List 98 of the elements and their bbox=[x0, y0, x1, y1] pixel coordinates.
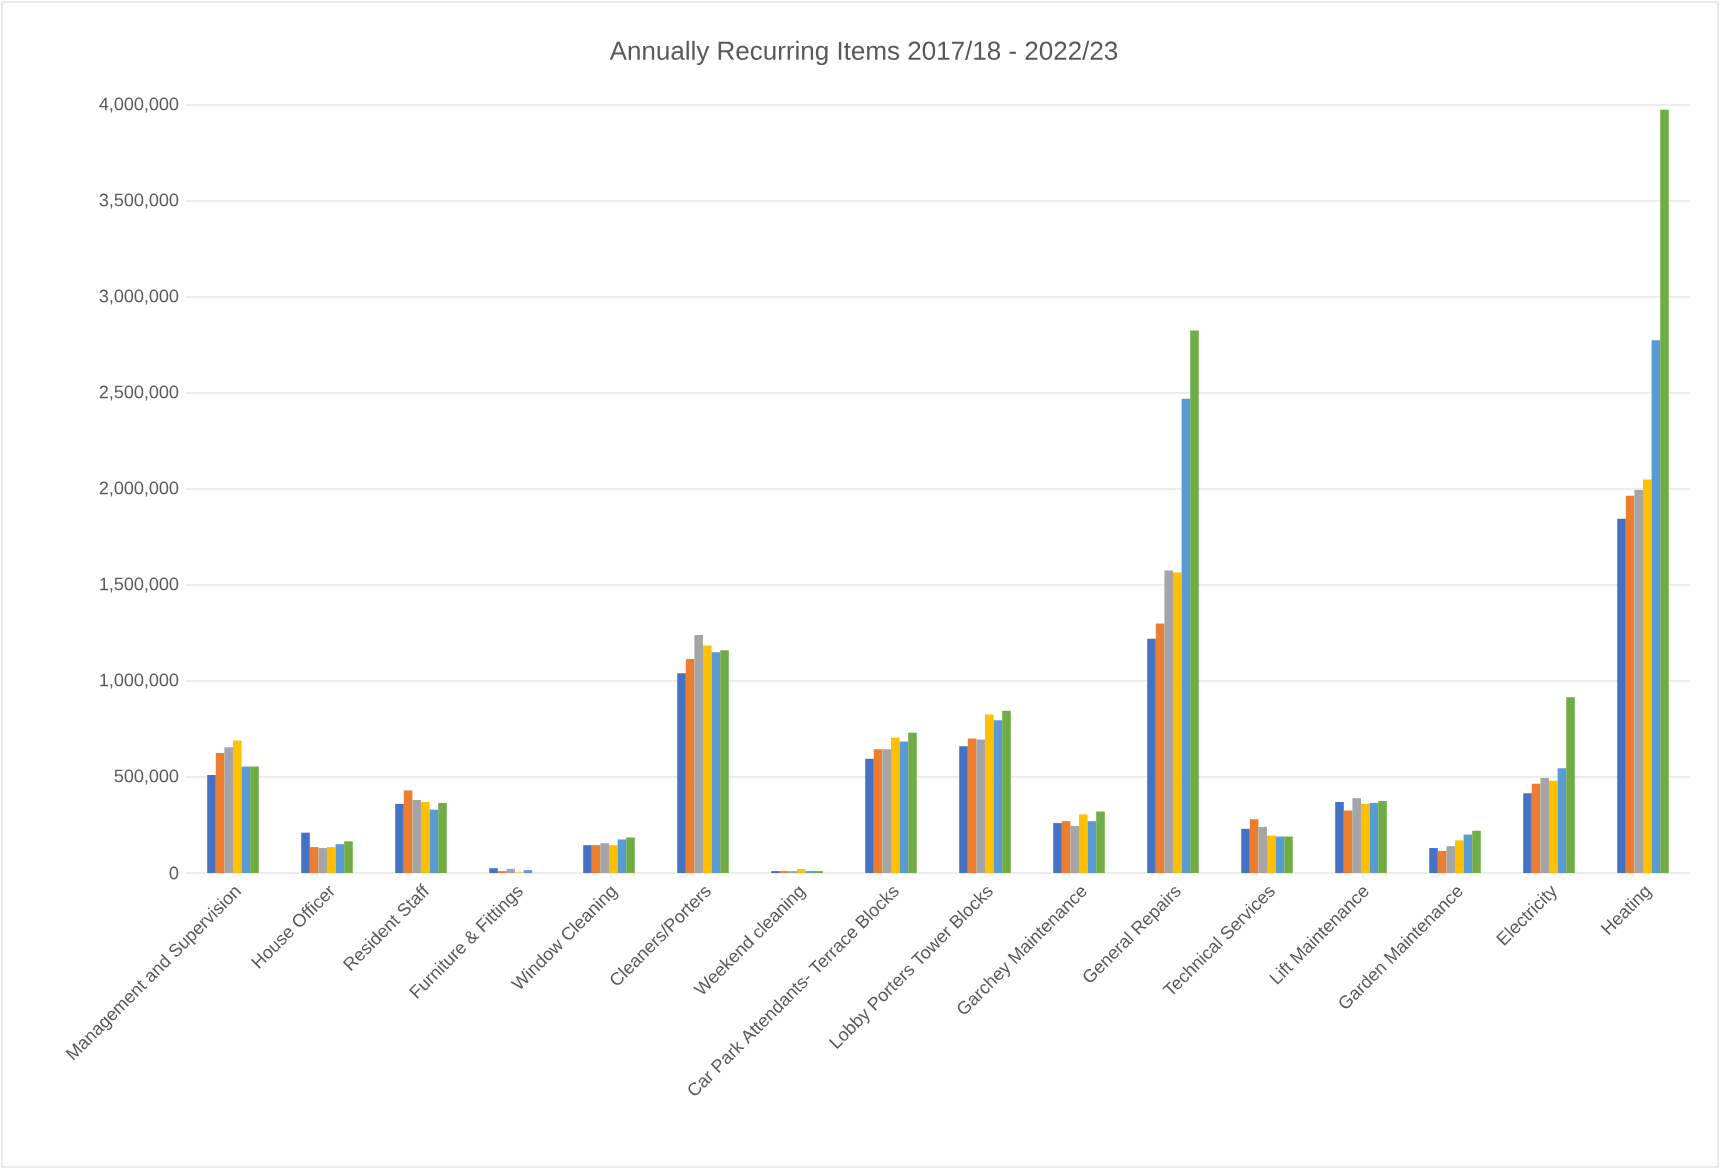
bar bbox=[1096, 811, 1105, 873]
bar bbox=[797, 869, 806, 873]
bar bbox=[1267, 835, 1276, 873]
bar bbox=[1625, 495, 1635, 873]
bar bbox=[1437, 850, 1447, 873]
bar bbox=[1087, 821, 1097, 873]
bar bbox=[1190, 330, 1199, 873]
bar bbox=[250, 766, 259, 873]
bar bbox=[1660, 109, 1669, 873]
bar bbox=[685, 658, 695, 873]
bar bbox=[959, 746, 968, 873]
bar bbox=[891, 737, 900, 873]
bar bbox=[233, 740, 242, 873]
bar bbox=[506, 868, 515, 873]
y-tick-label: 0 bbox=[169, 866, 179, 880]
bar bbox=[1352, 798, 1362, 873]
bar bbox=[215, 753, 225, 873]
bar bbox=[626, 837, 635, 873]
bar bbox=[1531, 783, 1541, 873]
bar bbox=[899, 741, 909, 873]
bar bbox=[1335, 801, 1344, 873]
bar bbox=[583, 845, 592, 873]
bar bbox=[403, 790, 413, 873]
bar bbox=[1079, 814, 1088, 873]
y-tick-label: 1,000,000 bbox=[100, 673, 179, 689]
y-tick-label: 3,000,000 bbox=[99, 289, 179, 305]
bar bbox=[711, 652, 721, 873]
bar bbox=[1053, 823, 1062, 873]
bar bbox=[1472, 830, 1481, 873]
bar bbox=[1378, 801, 1387, 873]
bar bbox=[309, 847, 319, 873]
bar bbox=[1258, 826, 1268, 873]
bar bbox=[873, 749, 883, 873]
bar bbox=[523, 870, 533, 873]
bar bbox=[993, 720, 1003, 873]
bar bbox=[703, 645, 712, 873]
y-tick-label: 500,000 bbox=[114, 769, 179, 785]
bar bbox=[1241, 828, 1250, 873]
bar bbox=[720, 650, 729, 873]
bar bbox=[1566, 697, 1575, 873]
bar bbox=[241, 766, 251, 873]
bar bbox=[1070, 825, 1080, 873]
bar bbox=[1155, 623, 1165, 873]
bar bbox=[1275, 836, 1285, 873]
bar bbox=[967, 738, 977, 873]
y-tick-label: 2,000,000 bbox=[99, 481, 179, 497]
bar bbox=[694, 634, 704, 873]
bar bbox=[335, 844, 345, 873]
bar bbox=[1429, 848, 1438, 873]
bar bbox=[1181, 398, 1191, 873]
bar bbox=[1361, 803, 1370, 873]
bar bbox=[327, 847, 336, 873]
chart-title: Annually Recurring Items 2017/18 - 2022/23 bbox=[609, 40, 1118, 66]
bar bbox=[1549, 780, 1558, 873]
bar bbox=[1249, 819, 1259, 873]
bar bbox=[1617, 518, 1626, 873]
bar bbox=[429, 809, 439, 873]
bar bbox=[677, 673, 686, 873]
y-tick-label: 4,000,000 bbox=[99, 97, 179, 113]
bar bbox=[1369, 802, 1379, 873]
bar bbox=[1557, 768, 1567, 873]
bar bbox=[1061, 821, 1071, 873]
bar bbox=[1164, 570, 1174, 873]
bar bbox=[1002, 710, 1011, 873]
bar bbox=[1651, 340, 1661, 873]
bar bbox=[1446, 846, 1456, 873]
bar bbox=[908, 732, 917, 873]
bar bbox=[985, 714, 994, 873]
bar bbox=[1643, 479, 1652, 873]
bar bbox=[412, 800, 421, 873]
bar bbox=[600, 843, 610, 873]
bar bbox=[207, 775, 216, 873]
bar bbox=[609, 845, 618, 873]
bar bbox=[1147, 638, 1156, 873]
bar bbox=[882, 749, 892, 873]
bar bbox=[1455, 840, 1464, 873]
bar bbox=[489, 868, 498, 873]
bar bbox=[865, 758, 874, 873]
bar bbox=[224, 747, 233, 873]
bar bbox=[421, 801, 430, 873]
bar bbox=[1523, 793, 1532, 873]
y-tick-label: 3,500,000 bbox=[99, 193, 179, 209]
bar bbox=[318, 848, 327, 873]
bar bbox=[438, 802, 447, 873]
bar bbox=[1173, 572, 1182, 873]
bar bbox=[301, 832, 310, 873]
bar bbox=[344, 841, 353, 873]
y-tick-label: 2,500,000 bbox=[99, 385, 179, 401]
bar bbox=[1634, 489, 1644, 873]
bar bbox=[1284, 836, 1293, 873]
bar bbox=[591, 845, 601, 873]
bar bbox=[1540, 777, 1550, 873]
bar bbox=[617, 839, 627, 873]
bar bbox=[1343, 810, 1353, 873]
bar bbox=[1463, 834, 1473, 873]
bar bbox=[395, 803, 404, 873]
bar bbox=[976, 739, 985, 873]
y-tick-label: 1,500,000 bbox=[100, 577, 179, 593]
